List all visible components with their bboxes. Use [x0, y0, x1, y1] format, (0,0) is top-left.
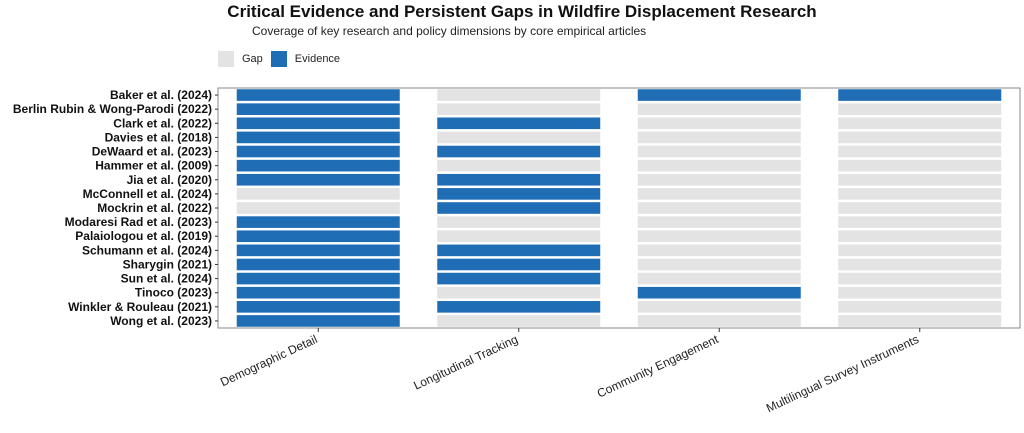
cell-gap	[838, 315, 1002, 327]
cell-gap	[637, 117, 801, 130]
cell-evidence	[236, 230, 400, 243]
cell-gap	[838, 131, 1002, 144]
cell-gap	[637, 216, 801, 228]
y-tick-label: Berlin Rubin & Wong-Parodi (2022)	[13, 102, 212, 116]
y-tick-label: Jia et al. (2020)	[127, 173, 212, 187]
y-tick-label: Schumann et al. (2024)	[82, 243, 212, 257]
cell-gap	[838, 159, 1002, 172]
cell-gap	[637, 145, 801, 158]
cell-evidence	[637, 286, 801, 299]
y-tick-label: DeWaard et al. (2023)	[92, 145, 212, 159]
x-tick-label: Community Engagement	[595, 332, 721, 401]
cell-gap	[637, 315, 801, 327]
y-tick-label: Baker et al. (2024)	[110, 88, 212, 102]
cell-gap	[838, 103, 1002, 115]
legend-swatch-gap	[218, 51, 234, 67]
cell-gap	[437, 89, 601, 101]
y-tick-label: Hammer et al. (2009)	[95, 159, 212, 173]
cell-gap	[637, 103, 801, 115]
y-tick-label: Wong et al. (2023)	[110, 314, 212, 328]
cell-gap	[838, 202, 1002, 214]
cell-evidence	[236, 103, 400, 115]
cell-evidence	[236, 244, 400, 257]
cell-gap	[437, 286, 601, 299]
legend-swatch-evidence	[270, 51, 287, 67]
cell-evidence	[236, 173, 400, 186]
cell-evidence	[437, 272, 601, 285]
legend-label-gap: Gap	[242, 53, 263, 65]
cell-evidence	[236, 258, 400, 271]
y-tick-label: Palaiologou et al. (2019)	[75, 229, 212, 243]
cell-gap	[637, 188, 801, 200]
cell-evidence	[637, 89, 801, 101]
cell-evidence	[437, 145, 601, 158]
cell-gap	[637, 258, 801, 271]
cell-evidence	[236, 117, 400, 130]
cell-evidence	[236, 89, 400, 101]
cell-gap	[637, 230, 801, 243]
cell-gap	[437, 103, 601, 115]
cell-gap	[637, 301, 801, 313]
cell-gap	[838, 117, 1002, 130]
cell-gap	[637, 173, 801, 186]
y-tick-label: Mockrin et al. (2022)	[97, 201, 212, 215]
cell-gap	[637, 244, 801, 257]
cell-gap	[437, 131, 601, 144]
cell-evidence	[437, 188, 601, 200]
cell-gap	[637, 131, 801, 144]
cell-evidence	[236, 286, 400, 299]
chart-subtitle: Coverage of key research and policy dime…	[252, 24, 647, 38]
cell-gap	[838, 230, 1002, 243]
cell-evidence	[236, 131, 400, 144]
cell-evidence	[838, 89, 1002, 101]
cell-evidence	[437, 301, 601, 313]
cell-gap	[838, 145, 1002, 158]
cell-gap	[838, 258, 1002, 271]
cell-gap	[838, 216, 1002, 228]
cell-gap	[437, 159, 601, 172]
cell-gap	[236, 202, 400, 214]
cell-gap	[838, 173, 1002, 186]
cell-evidence	[437, 202, 601, 214]
cell-evidence	[236, 272, 400, 285]
cell-gap	[437, 315, 601, 327]
y-tick-label: Davies et al. (2018)	[105, 130, 212, 144]
x-tick-label: Longitudinal Tracking	[411, 332, 520, 393]
x-tick-label: Demographic Detail	[218, 332, 319, 389]
cell-evidence	[236, 301, 400, 313]
y-tick-label: Clark et al. (2022)	[113, 116, 212, 130]
y-tick-label: Tinoco (2023)	[135, 286, 212, 300]
y-tick-label: Sharygin (2021)	[123, 257, 212, 271]
y-tick-label: Winkler & Rouleau (2021)	[68, 300, 212, 314]
cell-evidence	[236, 315, 400, 327]
cell-evidence	[437, 244, 601, 257]
y-tick-label: McConnell et al. (2024)	[83, 187, 212, 201]
cell-evidence	[236, 159, 400, 172]
cell-gap	[437, 230, 601, 243]
cell-gap	[236, 188, 400, 200]
cell-evidence	[437, 117, 601, 130]
cell-gap	[637, 159, 801, 172]
cell-gap	[838, 301, 1002, 313]
cell-evidence	[437, 258, 601, 271]
legend: Gap Evidence	[218, 50, 348, 68]
y-tick-label: Modaresi Rad et al. (2023)	[65, 215, 212, 229]
cell-gap	[838, 286, 1002, 299]
cell-gap	[838, 244, 1002, 257]
legend-label-evidence: Evidence	[294, 53, 341, 65]
cell-evidence	[437, 173, 601, 186]
x-tick-label: Multilingual Survey Instruments	[764, 332, 921, 415]
cell-gap	[838, 272, 1002, 285]
y-tick-label: Sun et al. (2024)	[121, 272, 212, 286]
cell-gap	[637, 272, 801, 285]
cell-evidence	[236, 216, 400, 228]
cell-evidence	[236, 145, 400, 158]
chart-title: Critical Evidence and Persistent Gaps in…	[227, 2, 817, 21]
cell-gap	[637, 202, 801, 214]
cell-gap	[437, 216, 601, 228]
cell-gap	[838, 188, 1002, 200]
